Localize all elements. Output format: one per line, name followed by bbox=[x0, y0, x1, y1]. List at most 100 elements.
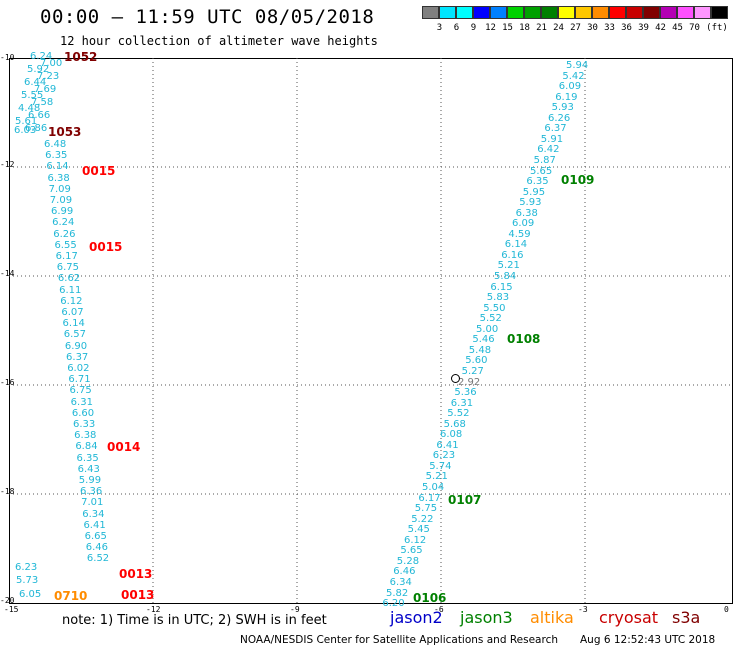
wave-height-value: 6.07 bbox=[61, 307, 84, 318]
wave-height-value: 6.42 bbox=[537, 144, 560, 156]
wave-height-value: 6.41 bbox=[83, 519, 106, 531]
wave-height-value: 6.35 bbox=[76, 452, 99, 464]
pass-time-label: 0014 bbox=[107, 440, 141, 454]
wave-height-value: 6.14 bbox=[504, 239, 528, 251]
wave-height-value: 6.38 bbox=[74, 430, 97, 442]
wave-height-value: 6.46 bbox=[393, 566, 416, 578]
colorbar-swatch bbox=[473, 6, 490, 19]
chart-title: 00:00 — 11:59 UTC 08/05/2018 bbox=[40, 6, 375, 28]
x-tick-label: -9 bbox=[290, 605, 300, 614]
wave-height-value: 6.23 bbox=[432, 450, 456, 462]
wave-height-value: 5.95 bbox=[522, 186, 546, 198]
wave-height-value: 6.86 bbox=[25, 122, 48, 134]
wave-height-value: 6.71 bbox=[68, 374, 91, 386]
wave-height-value: 6.99 bbox=[50, 206, 74, 218]
wave-height-value: 5.75 bbox=[414, 503, 438, 515]
wave-height-value: 6.24 bbox=[30, 51, 53, 62]
wave-height-value: 5.94 bbox=[566, 60, 589, 71]
wave-height-value: 6.31 bbox=[70, 396, 93, 408]
colorbar-swatch bbox=[490, 6, 507, 19]
wave-height-value: 6.14 bbox=[46, 161, 69, 173]
wave-height-value: 5.82 bbox=[386, 587, 409, 599]
wave-height-value: 5.87 bbox=[533, 154, 556, 166]
wave-height-value: 6.66 bbox=[28, 109, 51, 121]
wave-height-value: 6.34 bbox=[389, 576, 412, 588]
colorbar-swatch bbox=[626, 6, 643, 19]
wave-height-value: 6.41 bbox=[436, 439, 459, 451]
wave-height-value: 4.59 bbox=[508, 228, 531, 240]
x-tick-label: -15 bbox=[4, 605, 19, 614]
wave-height-value: 7.09 bbox=[48, 183, 71, 195]
pass-time-label: 0013 bbox=[119, 567, 153, 581]
wave-height-value: 6.17 bbox=[55, 251, 78, 262]
colorbar-swatch bbox=[575, 6, 592, 19]
colorbar-label: 27 bbox=[570, 23, 581, 33]
colorbar-swatch bbox=[456, 6, 473, 19]
x-tick-label: -3 bbox=[578, 605, 588, 614]
y-tick-label: -12 bbox=[0, 160, 15, 169]
colorbar-label: 24 bbox=[553, 23, 564, 33]
wave-height-value: 5.61 bbox=[15, 116, 38, 127]
wave-height-value: 6.60 bbox=[71, 407, 95, 419]
wave-height-value: 5.00 bbox=[476, 323, 499, 335]
colorbar-swatch bbox=[711, 6, 728, 19]
wave-height-value: 6.38 bbox=[47, 172, 70, 184]
wave-height-value: 6.26 bbox=[548, 112, 571, 124]
wave-height-value: 6.75 bbox=[56, 262, 80, 274]
colorbar-swatch bbox=[541, 6, 558, 19]
colorbar-label: 12 bbox=[485, 23, 496, 33]
x-tick-label: -12 bbox=[146, 605, 161, 614]
wave-height-value: 6.52 bbox=[86, 553, 110, 565]
wave-height-value: 6.08 bbox=[440, 429, 463, 441]
pass-time-label: 1053 bbox=[48, 125, 82, 139]
wave-height-value: 6.35 bbox=[526, 176, 549, 188]
wave-height-value: 7.58 bbox=[31, 96, 54, 108]
wave-height-value: 5.60 bbox=[465, 355, 488, 367]
wave-height-value: 5.21 bbox=[497, 260, 520, 272]
colorbar-swatch bbox=[439, 6, 456, 19]
pass-time-label: 1052 bbox=[64, 50, 98, 64]
wave-height-value: 6.09 bbox=[512, 218, 535, 230]
wave-height-value: 7.00 bbox=[40, 57, 63, 69]
wave-height-value: 2.92 bbox=[458, 376, 481, 388]
colorbar-label: 18 bbox=[519, 23, 530, 33]
wave-height-value: 5.68 bbox=[443, 418, 466, 430]
colorbar-swatch bbox=[592, 6, 609, 19]
colorbar-swatch bbox=[660, 6, 677, 19]
wave-height-value: 6.62 bbox=[57, 273, 81, 285]
wave-height-value: 6.44 bbox=[24, 77, 47, 88]
y-tick-label: -18 bbox=[0, 487, 15, 496]
wave-height-value: 5.22 bbox=[411, 513, 434, 525]
colorbar-swatch bbox=[422, 6, 439, 19]
wave-height-value: 6.46 bbox=[85, 542, 109, 554]
colorbar-label: 30 bbox=[587, 23, 598, 33]
satellite-legend-item: s3a bbox=[672, 608, 701, 627]
wave-height-value: 5.42 bbox=[562, 70, 585, 82]
y-tick-label: -20 bbox=[0, 596, 15, 605]
wave-height-value: 5.74 bbox=[429, 460, 452, 472]
x-tick-label: -6 bbox=[434, 605, 444, 614]
wave-height-value: 5.65 bbox=[530, 165, 553, 177]
colorbar-label: 70 bbox=[689, 23, 700, 33]
wave-height-value: 5.93 bbox=[551, 102, 574, 114]
colorbar-swatch bbox=[524, 6, 541, 19]
wave-height-value: 7.09 bbox=[49, 195, 73, 206]
wave-height-value: 6.65 bbox=[84, 531, 107, 542]
wave-height-value: 5.52 bbox=[447, 408, 470, 420]
wave-height-value: 6.16 bbox=[501, 249, 524, 261]
wave-height-value: 6.43 bbox=[77, 463, 100, 475]
wave-height-value: 6.26 bbox=[53, 228, 76, 240]
credit-line: NOAA/NESDIS Center for Satellite Applica… bbox=[240, 634, 558, 646]
wave-height-value: 6.48 bbox=[44, 139, 67, 150]
wave-height-value: 5.99 bbox=[78, 475, 102, 486]
x-tick-label: 0 bbox=[724, 605, 729, 614]
wave-height-value: 6.12 bbox=[60, 295, 83, 307]
colorbar-label: 21 bbox=[536, 23, 547, 33]
wave-height-value: 5.21 bbox=[425, 471, 448, 483]
wave-height-value: 5.48 bbox=[468, 344, 492, 356]
wave-height-value: 5.45 bbox=[407, 524, 430, 536]
wave-height-value: 6.35 bbox=[45, 150, 68, 162]
wave-height-value: 6.57 bbox=[63, 329, 86, 341]
wave-height-value: 5.93 bbox=[519, 197, 542, 209]
map-plot-area bbox=[9, 58, 733, 604]
